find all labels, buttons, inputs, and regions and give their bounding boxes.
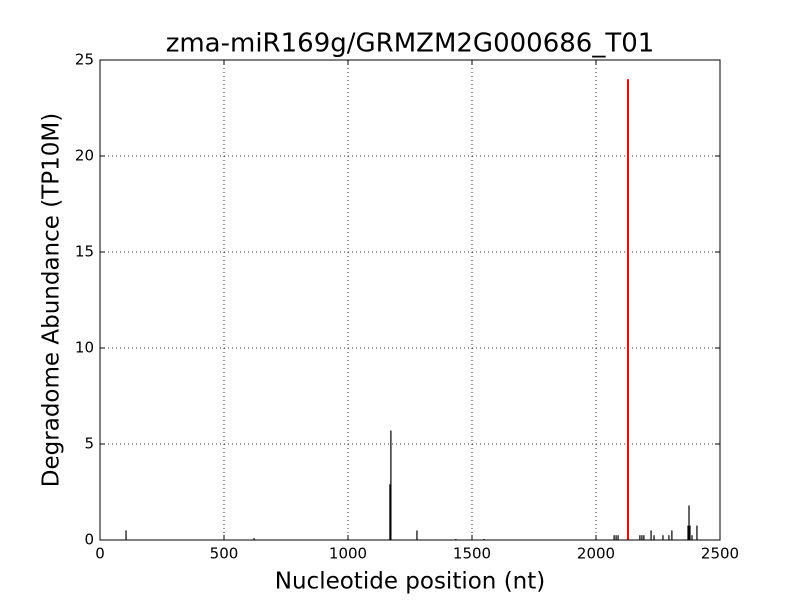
plot-frame [99,59,721,541]
y-tick-label: 15 [75,243,94,261]
y-tick-label: 5 [84,435,94,453]
x-axis-label: Nucleotide position (nt) [275,569,545,595]
y-tick-label: 0 [84,531,94,549]
x-tick-label: 0 [95,545,105,563]
y-tick-label: 20 [75,147,94,165]
chart-title: zma-miR169g/GRMZM2G000686_T01 [166,29,655,59]
x-tick-label: 1500 [453,545,491,563]
x-tick-label: 1000 [329,545,367,563]
y-axis-label: Degradome Abundance (TP10M) [39,113,65,487]
x-tick-label: 500 [210,545,239,563]
x-tick-label: 2000 [577,545,615,563]
y-tick-label: 10 [75,339,94,357]
x-tick-label: 2500 [701,545,739,563]
y-tick-label: 25 [75,51,94,69]
